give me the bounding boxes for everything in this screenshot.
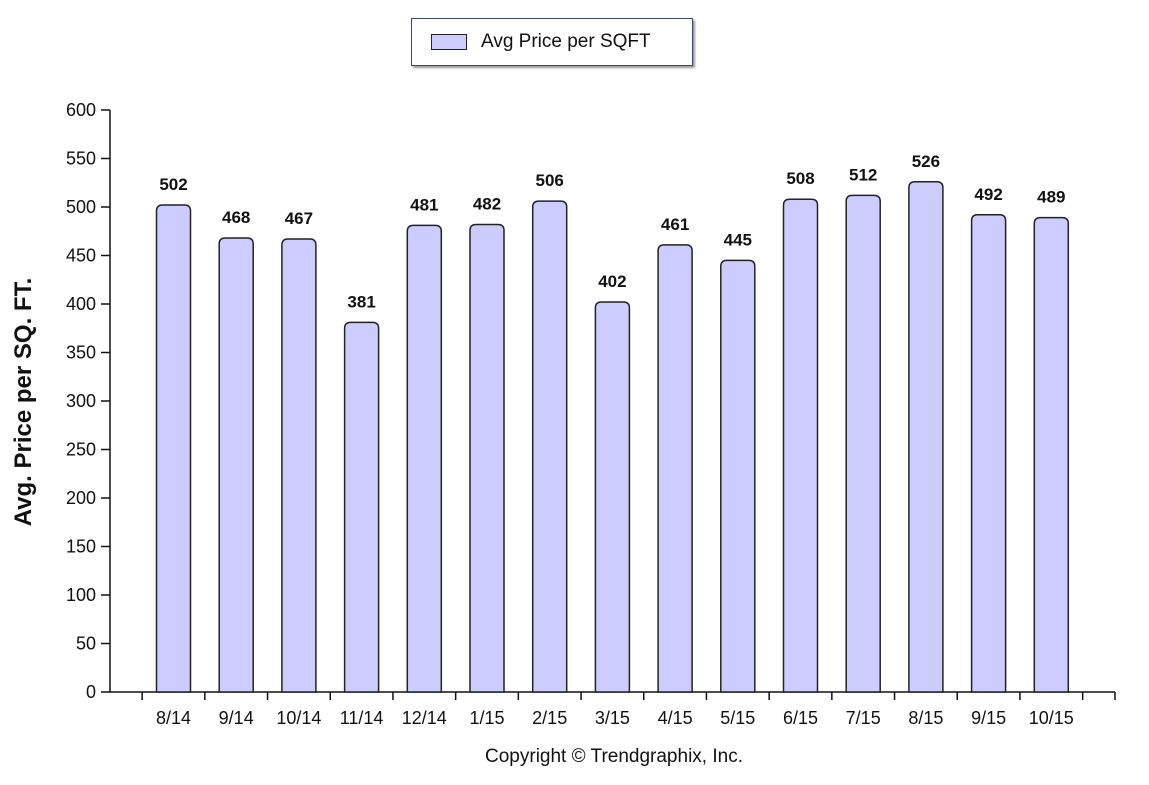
bar-value-label: 492 [974, 185, 1002, 204]
bar [845, 194, 881, 693]
x-tick-label: 10/15 [1029, 708, 1074, 728]
y-tick-label: 550 [66, 149, 96, 169]
bar [531, 200, 568, 693]
x-tick-label: 10/14 [276, 708, 321, 728]
bar-value-label: 481 [410, 195, 438, 214]
x-tick-label: 11/14 [340, 708, 384, 728]
bar-value-label: 467 [285, 209, 313, 228]
x-tick-label: 9/15 [971, 708, 1006, 728]
x-tick-label: 3/15 [595, 708, 630, 728]
bar [406, 224, 443, 693]
bar [594, 301, 631, 693]
y-tick-label: 500 [66, 197, 96, 217]
bar-value-label: 381 [347, 292, 375, 311]
y-tick-label: 0 [86, 682, 96, 702]
bar-value-label: 489 [1037, 188, 1065, 207]
bar [970, 214, 1007, 693]
bar-value-label: 482 [473, 194, 501, 213]
y-tick-label: 600 [66, 100, 96, 120]
x-tick-label: 8/15 [908, 708, 943, 728]
bar-value-label: 402 [598, 272, 626, 291]
x-tick-label: 8/14 [156, 708, 191, 728]
copyright-text: Copyright © Trendgraphix, Inc. [485, 746, 743, 767]
bar [782, 198, 819, 693]
y-tick-label: 400 [66, 294, 96, 314]
legend: Avg Price per SQFT [411, 18, 693, 66]
bar-value-label: 512 [849, 165, 877, 184]
bar-value-label: 502 [159, 175, 187, 194]
bar [1033, 216, 1070, 693]
bar [720, 259, 756, 693]
x-tick-label: 6/15 [783, 708, 818, 728]
y-tick-label: 100 [66, 585, 96, 605]
bar-value-label: 526 [912, 152, 940, 171]
x-tick-label: 2/15 [532, 708, 567, 728]
bar [908, 181, 944, 693]
y-tick-label: 50 [76, 634, 96, 654]
y-axis-label: Avg. Price per SQ. FT. [10, 278, 37, 527]
y-tick-label: 450 [66, 246, 96, 266]
y-tick-label: 300 [66, 391, 96, 411]
legend-swatch [431, 34, 467, 50]
bar [343, 321, 380, 693]
bar [657, 244, 693, 693]
y-tick-label: 150 [66, 537, 96, 557]
y-tick-label: 350 [66, 343, 96, 363]
bar [218, 237, 254, 693]
bar-value-label: 468 [222, 208, 250, 227]
bar-value-label: 508 [786, 169, 814, 188]
bar-value-label: 461 [661, 215, 689, 234]
x-tick-label: 5/15 [720, 708, 755, 728]
x-tick-label: 1/15 [469, 708, 504, 728]
y-tick-label: 200 [66, 488, 96, 508]
x-tick-label: 9/14 [219, 708, 254, 728]
x-tick-label: 7/15 [846, 708, 881, 728]
bar-value-label: 506 [536, 171, 564, 190]
x-tick-label: 4/15 [658, 708, 693, 728]
bar [155, 204, 192, 693]
bar [281, 238, 317, 693]
legend-label: Avg Price per SQFT [481, 31, 651, 52]
y-tick-label: 250 [66, 440, 96, 460]
bar-value-label: 445 [724, 230, 752, 249]
bar [469, 223, 505, 693]
x-tick-label: 12/14 [402, 708, 447, 728]
